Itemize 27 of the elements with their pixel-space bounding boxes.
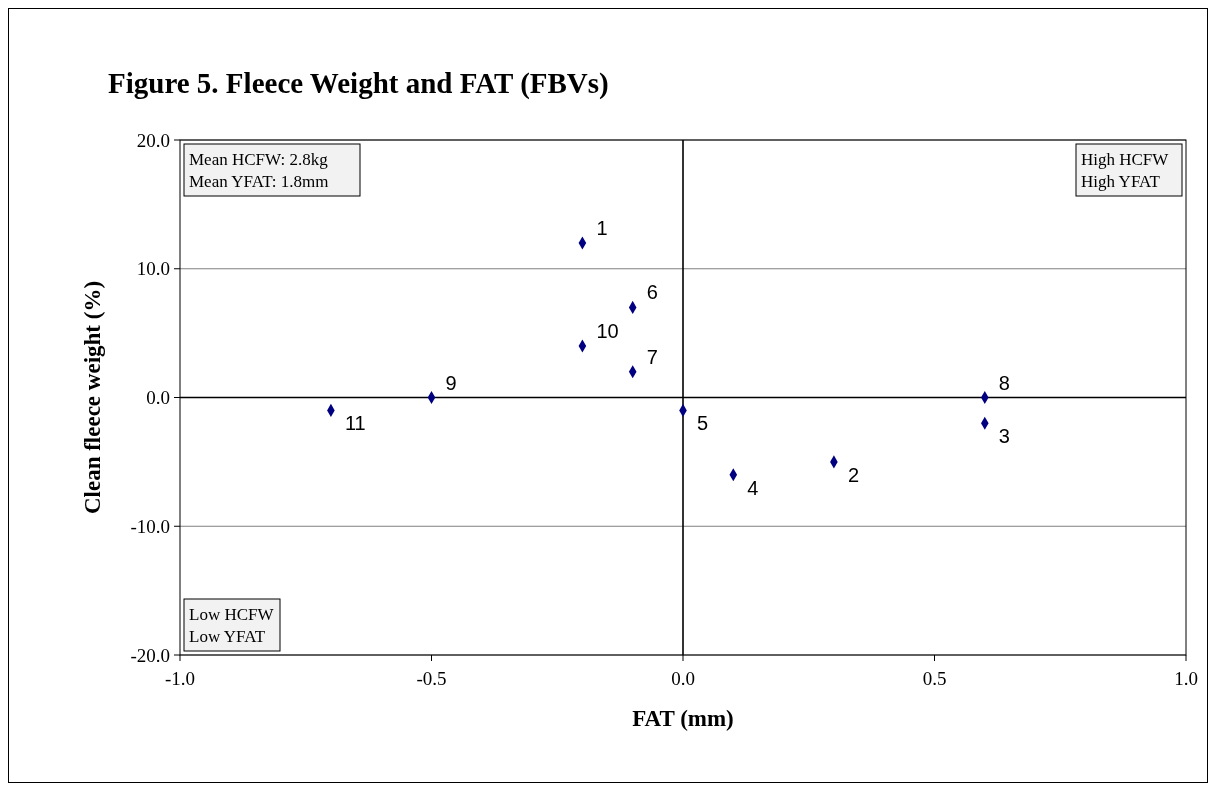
annotation: 1 bbox=[596, 217, 608, 239]
x-tick-label: -1.0 bbox=[164, 668, 196, 689]
annotation: Low HCFW Low YFAT bbox=[189, 605, 275, 646]
y-tick-label: 20.0 bbox=[136, 129, 170, 151]
x-tick-label: -0.5 bbox=[416, 668, 447, 689]
annotation: 3 bbox=[998, 425, 1010, 448]
y-tick-label: 0.0 bbox=[146, 387, 170, 409]
annotation: 11 bbox=[344, 412, 366, 435]
annotation: 8 bbox=[998, 371, 1010, 394]
annotation: 6 bbox=[646, 281, 658, 304]
annotation: High HCFW High YFAT bbox=[1081, 150, 1170, 191]
x-tick-label: 0.5 bbox=[922, 668, 947, 689]
annotation: 10 bbox=[596, 320, 619, 342]
annotation: 9 bbox=[445, 371, 457, 394]
y-tick-label: 10.0 bbox=[136, 258, 170, 280]
annotation: 7 bbox=[646, 345, 658, 368]
annotation: Mean HCFW: 2.8kg Mean YFAT: 1.8mm bbox=[189, 150, 329, 191]
chart-title: Figure 5. Fleece Weight and FAT (FBVs) bbox=[108, 67, 609, 100]
annotation: 4 bbox=[747, 476, 759, 499]
annotation: 2 bbox=[847, 463, 860, 486]
x-axis-title: FAT (mm) bbox=[632, 706, 734, 731]
x-tick-label: 0.0 bbox=[671, 668, 695, 689]
annotation: 5 bbox=[697, 412, 709, 435]
y-tick-label: -10.0 bbox=[130, 515, 170, 537]
x-tick-label: 1.0 bbox=[1174, 668, 1198, 689]
y-tick-label: -20.0 bbox=[130, 644, 170, 666]
y-axis-title: Clean fleece weight (%) bbox=[80, 280, 105, 515]
